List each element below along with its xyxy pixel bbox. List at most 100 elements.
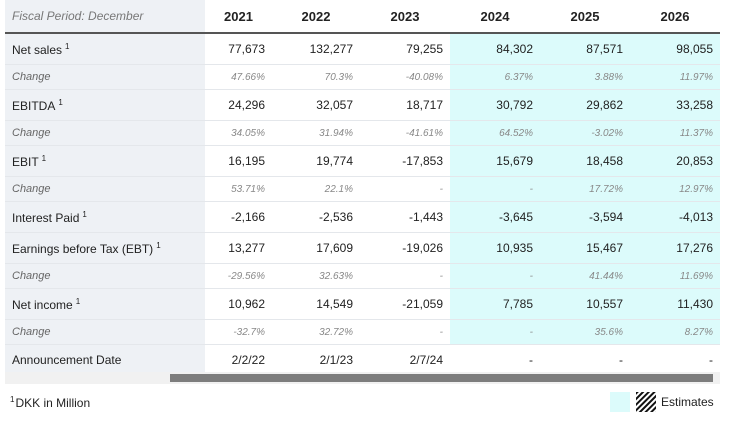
cell: -3,645 [450,201,540,233]
cell: 32.72% [272,319,360,345]
metric-row: Earnings before Tax (EBT) 1 13,277 17,609 -1… [5,232,720,264]
cell: 41.44% [540,263,630,289]
cell: 14,549 [272,288,360,320]
footnote-ref: 1 [41,153,47,163]
row-label: Change [5,120,205,146]
cell: 19,774 [272,145,360,177]
row-label: Change [5,319,205,345]
cell: - [360,176,450,202]
cell: 20,853 [630,145,720,177]
row-label-text: Announcement Date [12,353,122,367]
cell: - [450,176,540,202]
footnote: 1DKK in Million [10,395,90,410]
cell: 22.1% [272,176,360,202]
cell: -4,013 [630,201,720,233]
row-label: Interest Paid 1 [5,201,205,233]
cell: -1,443 [360,201,450,233]
cell: - [360,263,450,289]
change-row: Change 47.66% 70.3% -40.08% 6.37% 3.88% 11.97% [5,64,720,90]
cell: -2,166 [205,201,272,233]
cell: 10,962 [205,288,272,320]
cell: 15,679 [450,145,540,177]
cell: 2/7/24 [360,344,450,376]
change-row: Change -29.56% 32.63% - -41.44% 11.69% [5,263,720,289]
cell: 17,276 [630,232,720,264]
cell: -19,026 [360,232,450,264]
cell: - [360,319,450,345]
cell: -2,536 [272,201,360,233]
cell: 32,057 [272,89,360,121]
cell: 10,557 [540,288,630,320]
cell: -32.7% [205,319,272,345]
cell: 70.3% [272,64,360,90]
cell: - [450,344,540,376]
metric-row: Announcement Date 2/2/22 2/1/23 2/7/24- - - [5,344,720,376]
cell: 15,467 [540,232,630,264]
cell: 53.71% [205,176,272,202]
cell: -21,059 [360,288,450,320]
cell: 17.72% [540,176,630,202]
cell: 10,935 [450,232,540,264]
cell: 13,277 [205,232,272,264]
period-label: Fiscal Period: December [5,0,205,34]
row-label-text: Change [12,270,51,282]
change-row: Change 34.05% 31.94% -41.61% 64.52% -3.02% 11.… [5,120,720,146]
cell: 34.05% [205,120,272,146]
metric-row: Net sales 1 77,673 132,277 79,255 84,302 87,57… [5,33,720,65]
cell: 24,296 [205,89,272,121]
row-label-text: Change [12,71,51,83]
row-label: Change [5,176,205,202]
cell: 31.94% [272,120,360,146]
change-row: Change -32.7% 32.72% - -35.6% 8.27% [5,319,720,345]
footnote-ref: 1 [75,296,81,306]
cell: 64.52% [450,120,540,146]
row-label: Net sales 1 [5,33,205,65]
row-label-text: EBIT [12,154,39,169]
cell: 84,302 [450,33,540,65]
year-header: 2025 [540,0,630,34]
row-label-text: Earnings before Tax (EBT) [12,241,154,256]
cell: 47.66% [205,64,272,90]
cell: 11.97% [630,64,720,90]
row-label-text: Net sales [12,42,63,57]
footnote-ref: 1 [58,97,63,107]
cell: 11.69% [630,263,720,289]
cell: 7,785 [450,288,540,320]
cell: 17,609 [272,232,360,264]
row-label: Net income 1 [5,288,205,320]
cell: -41.61% [360,120,450,146]
cell: 2/2/22 [205,344,272,376]
cell: - [450,319,540,345]
scrollbar[interactable] [170,374,713,382]
cell: 3.88% [540,64,630,90]
metric-row: Interest Paid 1 -2,166 -2,536 -1,443 -3,645 -3… [5,201,720,233]
metric-row: EBIT 1 16,195 19,774 -17,853 15,679 18,458 20,8… [5,145,720,177]
change-row: Change 53.71% 22.1% - -17.72% 12.97% [5,176,720,202]
legend: Estimates [610,392,714,412]
cell: 2/1/23 [272,344,360,376]
footnote-mark: 1 [10,395,15,404]
row-label-text: Interest Paid [12,210,80,225]
cell: -29.56% [205,263,272,289]
row-label: EBITDA 1 [5,89,205,121]
cell: 132,277 [272,33,360,65]
cell: 33,258 [630,89,720,121]
year-header: 2023 [360,0,450,34]
cell: - [540,344,630,376]
cell: -17,853 [360,145,450,177]
year-header: 2021 [205,0,272,34]
cell: - [450,263,540,289]
cell: 30,792 [450,89,540,121]
cell: 29,862 [540,89,630,121]
cell: 87,571 [540,33,630,65]
row-label-text: Change [12,127,51,139]
footnote-text: DKK in Million [15,396,91,410]
row-label: Change [5,64,205,90]
year-header: 2022 [272,0,360,34]
footnote-ref: 1 [156,240,161,250]
financial-table: Fiscal Period: December 2021 2022 2023 2024 2… [5,0,720,376]
year-header: 2026 [630,0,720,34]
row-label: Change [5,263,205,289]
cell: 18,458 [540,145,630,177]
cell: 16,195 [205,145,272,177]
